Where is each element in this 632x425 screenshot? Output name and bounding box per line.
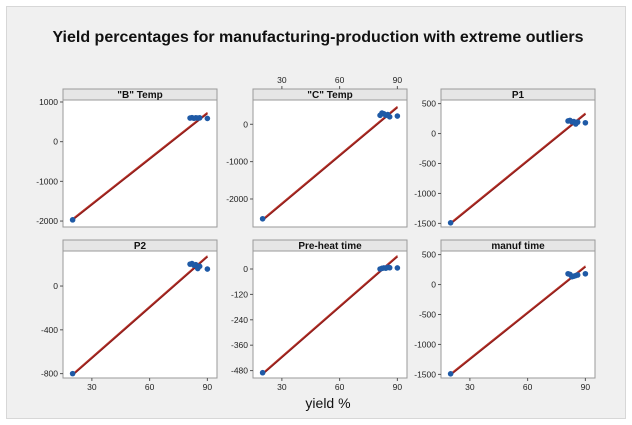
x-tick-label: 30 [277, 75, 287, 85]
panel-frame [252, 239, 408, 379]
x-tick-label: 90 [393, 382, 403, 392]
fit-line [449, 265, 587, 376]
panel: P2 0 -400 -800 30 60 90 [41, 239, 218, 392]
data-point [259, 369, 266, 376]
y-tick-label: -500 [419, 310, 436, 320]
panel-frame [440, 239, 596, 379]
panel-title: "B" Temp [117, 90, 162, 101]
x-tick-label: 90 [581, 382, 591, 392]
chart-title: Yield percentages for manufacturing-prod… [52, 29, 583, 46]
fit-line [71, 112, 209, 221]
fit-line-highlight [450, 265, 586, 374]
panel-header [62, 88, 218, 101]
data-point [582, 119, 589, 126]
panel: Pre-heat time 0 -120 -240 -360 -480 30 60 90 [231, 239, 408, 392]
x-tick-label: 30 [87, 382, 97, 392]
data-point [69, 370, 76, 377]
fit-line-highlight [450, 112, 586, 223]
data-point [574, 272, 581, 278]
y-tick-label: -1000 [226, 157, 248, 167]
y-tick-label: -2000 [226, 194, 248, 204]
y-tick-label: -480 [231, 366, 248, 376]
fit-line [261, 255, 399, 375]
y-tick-label: 0 [243, 264, 248, 274]
data-point [394, 265, 401, 271]
y-tick-label: -1000 [414, 188, 436, 198]
panel-header [440, 239, 596, 252]
panel-frame [440, 88, 596, 228]
y-tick-label: 0 [431, 129, 436, 139]
y-tick-label: 500 [422, 99, 436, 109]
y-tick-label: -1000 [414, 339, 436, 349]
data-point [447, 371, 454, 377]
panel-header [252, 239, 408, 252]
data-point [574, 119, 581, 125]
data-point [196, 263, 203, 270]
fit-line-highlight [262, 105, 398, 220]
y-tick-label: 0 [431, 280, 436, 290]
fit-line [261, 106, 399, 221]
data-point [204, 115, 211, 122]
y-tick-label: 0 [243, 119, 248, 129]
y-tick-label: -1500 [414, 218, 436, 228]
y-tick-label: -400 [41, 325, 58, 335]
data-point [386, 114, 393, 120]
data-point [582, 270, 589, 277]
panel: "C" Temp 0 -1000 -2000 30 60 90 [226, 75, 408, 228]
y-tick-label: -1000 [36, 176, 58, 186]
data-point [259, 215, 266, 222]
panel-title: P2 [134, 241, 147, 252]
y-tick-label: 0 [53, 281, 58, 291]
fit-line-highlight [72, 255, 208, 375]
panel: manuf time 500 0 -500 -1000 -1500 30 60 90 [414, 239, 596, 392]
panel-title: Pre-heat time [298, 241, 362, 252]
x-tick-label: 30 [277, 382, 287, 392]
fit-line [449, 112, 587, 225]
y-tick-label: -2000 [36, 216, 58, 226]
panel: "B" Temp 1000 0 -1000 -2000 [36, 88, 218, 228]
fit-line-highlight [72, 111, 208, 220]
y-tick-label: -800 [41, 369, 58, 379]
data-point [196, 115, 203, 121]
x-tick-label: 60 [523, 382, 533, 392]
x-tick-label: 30 [465, 382, 475, 392]
panel-header [62, 239, 218, 252]
y-tick-label: 500 [422, 250, 436, 260]
fit-line [71, 255, 209, 376]
panel-title: P1 [512, 90, 525, 101]
x-tick-label: 90 [203, 382, 213, 392]
y-tick-label: 1000 [39, 97, 58, 107]
data-point [394, 113, 401, 119]
panels-group: "B" Temp 1000 0 -1000 -2000 "C" Temp 0 -1000 -20… [36, 75, 596, 392]
data-point [447, 220, 454, 226]
panel-header [252, 88, 408, 101]
x-tick-label: 60 [145, 382, 155, 392]
panel-title: "C" Temp [307, 90, 352, 101]
data-point [204, 266, 211, 272]
fit-line-highlight [262, 255, 398, 374]
panel-frame [252, 88, 408, 228]
data-point [386, 264, 393, 271]
panel-title: manuf time [491, 241, 545, 252]
y-tick-label: -360 [231, 340, 248, 350]
x-tick-label: 60 [335, 382, 345, 392]
y-tick-label: -240 [231, 315, 248, 325]
y-tick-label: -1500 [414, 369, 436, 379]
data-point [69, 217, 76, 223]
x-tick-label: 60 [335, 75, 345, 85]
y-tick-label: 0 [53, 137, 58, 147]
panel-frame [62, 239, 218, 379]
x-axis-label: yield % [305, 395, 350, 411]
x-tick-label: 90 [393, 75, 403, 85]
y-tick-label: -120 [231, 289, 248, 299]
panel: P1 500 0 -500 -1000 -1500 [414, 88, 596, 228]
y-tick-label: -500 [419, 159, 436, 169]
panel-header [440, 88, 596, 101]
panel-frame [62, 88, 218, 228]
